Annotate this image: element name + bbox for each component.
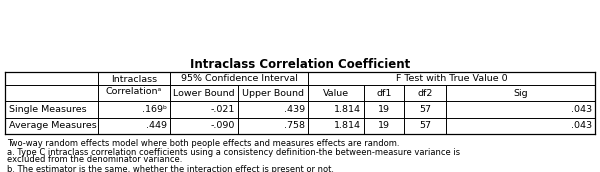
Text: 95% Confidence Interval: 95% Confidence Interval [181, 74, 298, 83]
Text: b. The estimator is the same, whether the interaction effect is present or not.: b. The estimator is the same, whether th… [7, 164, 334, 172]
Text: 57: 57 [419, 121, 431, 131]
Text: .043: .043 [571, 105, 592, 114]
Text: df1: df1 [376, 89, 392, 98]
Text: .758: .758 [284, 121, 305, 131]
Text: df2: df2 [418, 89, 433, 98]
Text: Intraclass Correlation Coefficient: Intraclass Correlation Coefficient [190, 57, 410, 71]
Text: 19: 19 [378, 121, 390, 131]
Text: -.021: -.021 [211, 105, 235, 114]
Text: Intraclass
Correlationᵃ: Intraclass Correlationᵃ [106, 75, 162, 96]
Text: .043: .043 [571, 121, 592, 131]
Text: Average Measures: Average Measures [9, 121, 97, 131]
Text: Sig: Sig [513, 89, 528, 98]
Text: Single Measures: Single Measures [9, 105, 86, 114]
Text: excluded from the denominator variance.: excluded from the denominator variance. [7, 155, 182, 164]
Text: F Test with True Value 0: F Test with True Value 0 [395, 74, 508, 83]
Text: -.090: -.090 [211, 121, 235, 131]
Text: 19: 19 [378, 105, 390, 114]
Text: Lower Bound: Lower Bound [173, 89, 235, 98]
Text: .439: .439 [284, 105, 305, 114]
Text: a. Type C intraclass correlation coefficients using a consistency definition-the: a. Type C intraclass correlation coeffic… [7, 148, 460, 157]
Text: .449: .449 [146, 121, 167, 131]
Text: .169ᵇ: .169ᵇ [142, 105, 167, 114]
Text: Upper Bound: Upper Bound [242, 89, 304, 98]
Text: 1.814: 1.814 [334, 105, 361, 114]
Text: 1.814: 1.814 [334, 121, 361, 131]
Text: 57: 57 [419, 105, 431, 114]
Text: Two-way random effects model where both people effects and measures effects are : Two-way random effects model where both … [7, 139, 400, 148]
Text: Value: Value [323, 89, 349, 98]
